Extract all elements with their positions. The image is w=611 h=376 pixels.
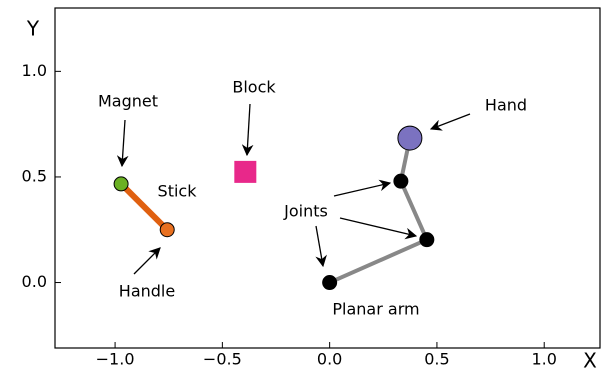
label: Block xyxy=(232,78,276,97)
y-tick-label: 0.0 xyxy=(22,272,47,291)
x-tick-label: 0.0 xyxy=(317,350,342,369)
annotation: Magnet xyxy=(98,92,158,111)
annotation-arrow xyxy=(333,179,392,197)
point xyxy=(419,232,435,248)
label: Planar arm xyxy=(332,300,419,319)
link xyxy=(118,181,170,232)
x-tick-label: −0.5 xyxy=(203,350,242,369)
point xyxy=(393,173,409,189)
y-tick-label: 0.5 xyxy=(22,166,47,185)
annotation: Handle xyxy=(119,282,175,301)
label: Stick xyxy=(158,182,198,201)
annotation: Joints xyxy=(283,202,328,221)
y-axis-label: Y xyxy=(26,17,40,41)
x-tick-label: 0.5 xyxy=(424,350,449,369)
plot-frame xyxy=(54,7,601,349)
point xyxy=(113,176,129,192)
block xyxy=(234,160,257,183)
annotation-arrow xyxy=(315,225,327,268)
x-axis-label: X xyxy=(583,349,597,373)
point xyxy=(397,125,423,151)
x-tick-label: 1.0 xyxy=(531,350,556,369)
point xyxy=(322,275,338,291)
annotation-arrow xyxy=(133,247,161,275)
annotation-arrow xyxy=(116,119,129,168)
annotation-arrow xyxy=(339,217,418,240)
x-tick-label: −1.0 xyxy=(96,350,135,369)
link xyxy=(328,137,430,285)
point xyxy=(159,222,175,238)
annotation: Hand xyxy=(485,96,527,115)
annotation-arrow xyxy=(241,103,254,157)
annotation-arrow xyxy=(429,113,471,131)
y-tick-label: 1.0 xyxy=(22,61,47,80)
